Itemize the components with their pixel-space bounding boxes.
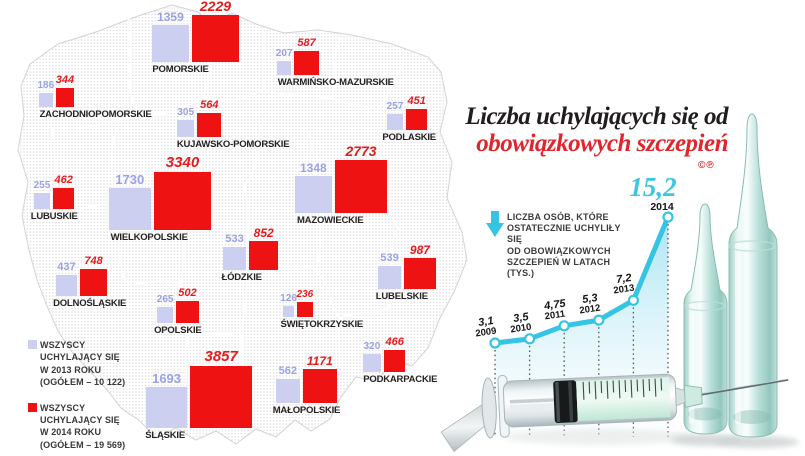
chart-trend-line	[492, 214, 671, 346]
syringe-illustration	[440, 373, 789, 453]
chart-note: LICZBA OSÓB, KTÓRE OSTATECZNIE UCHYLIŁY …	[507, 212, 637, 279]
chart-note-line: OSTATECZNIE UCHYLIŁY SIĘ	[507, 223, 621, 245]
chart-data-point	[593, 314, 605, 326]
chart-data-point	[558, 320, 570, 332]
chart-data-point	[627, 294, 640, 306]
title-line-1: Liczba uchylających się od	[465, 103, 728, 130]
chart-data-point	[523, 333, 536, 345]
needle-hub	[683, 384, 703, 409]
ampoule-short	[683, 203, 728, 435]
legend-line: UCHYLAJĄCY SIĘ	[40, 415, 120, 426]
chart-note-line: LICZBA OSÓB, KTÓRE	[507, 212, 609, 222]
legend-line: UCHYLAJĄCY SIĘ	[40, 352, 120, 363]
legend-line: W 2013 ROKU	[40, 364, 102, 375]
legend-line: W 2014 ROKU	[40, 427, 102, 438]
needle	[701, 379, 789, 396]
title-line-2: obowiązkowych szczepień	[476, 130, 728, 157]
legend-line: (OGÓŁEM – 19 569)	[40, 439, 126, 450]
down-arrow-icon	[486, 211, 504, 237]
chart-data-point	[489, 337, 501, 349]
syringe-stopper	[553, 380, 578, 423]
legend-line: WSZYSCY	[40, 402, 86, 413]
legend-line: WSZYSCY	[40, 340, 86, 350]
copyright-marks: ©℗	[698, 160, 715, 171]
legend-item-2013: WSZYSCY UCHYLAJĄCY SIĘ W 2013 ROKU (OGÓŁ…	[28, 339, 160, 389]
chart-data-point	[662, 211, 674, 223]
legend-line: (OGÓŁEM – 10 122)	[40, 377, 126, 388]
map-legend: WSZYSCY UCHYLAJĄCY SIĘ W 2013 ROKU (OGÓŁ…	[28, 339, 160, 456]
legend-item-2014: WSZYSCY UCHYLAJĄCY SIĘ W 2014 ROKU (OGÓŁ…	[28, 402, 160, 452]
legend-swatch-2013	[28, 340, 37, 349]
syringe-cone	[675, 387, 686, 407]
syringe-thumb-plate	[481, 377, 497, 439]
ampoule-tall	[728, 113, 778, 438]
syringe-liquid	[576, 377, 671, 422]
syringe-scale-ticks	[582, 378, 663, 400]
legend-swatch-2014	[28, 402, 37, 412]
chart-note-line: (TYS.)	[507, 268, 535, 279]
syringe-plunger-rod	[440, 401, 488, 453]
page-title: Liczba uchylających się od obowiązkowych…	[418, 103, 728, 157]
chart-note-line: SZCZEPIEŃ W LATACH	[507, 256, 611, 267]
shadows	[505, 429, 799, 448]
chart-note-line: OD OBOWIĄZKOWYCH	[507, 245, 611, 256]
